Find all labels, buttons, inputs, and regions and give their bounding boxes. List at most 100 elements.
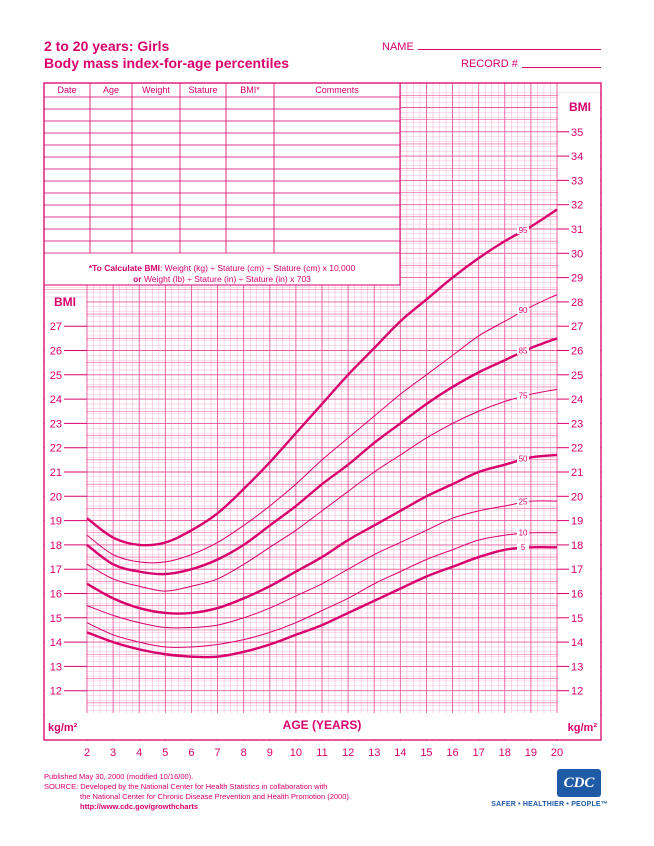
x-tick-label: 19: [525, 747, 537, 759]
y-tick-label-right: 34: [571, 151, 583, 163]
left-axis-band: [45, 300, 86, 713]
x-tick-label: 5: [162, 747, 168, 759]
y-tick-label-right: 30: [571, 248, 583, 260]
curve-label-bg: [517, 391, 530, 400]
y-tick-label-left: 12: [50, 686, 62, 698]
y-tick-label-right: 20: [571, 491, 583, 503]
right-axis-band: [558, 93, 600, 713]
y-tick-label-left: 17: [50, 564, 62, 576]
x-tick-label: 9: [267, 747, 273, 759]
y-tick-label-right: 12: [571, 686, 583, 698]
x-tick-label: 15: [420, 747, 432, 759]
formula-imperial: Weight (lb) ÷ Stature (in) ÷ Stature (in…: [141, 274, 311, 284]
y-tick-label-left: 19: [50, 516, 62, 528]
table-header-age: Age: [102, 85, 119, 95]
footer-url[interactable]: http://www.cdc.gov/growthcharts: [80, 802, 199, 811]
y-axis-title-left: BMI: [54, 295, 76, 309]
x-tick-label: 14: [394, 747, 406, 759]
y-tick-label-left: 26: [50, 346, 62, 358]
y-tick-label-right: 22: [571, 443, 583, 455]
y-tick-label-left: 20: [50, 491, 62, 503]
percentile-curve-95: [86, 208, 558, 547]
unit-right: kg/m²: [568, 722, 598, 734]
y-tick-label-left: 21: [50, 467, 62, 479]
y-tick-label-left: 24: [50, 394, 62, 406]
curve-label-bg: [517, 497, 530, 506]
table-header-date: Date: [57, 85, 77, 95]
unit-left: kg/m²: [48, 722, 78, 734]
y-tick-label-right: 16: [571, 589, 583, 601]
cdc-tagline: SAFER • HEALTHIER • PEOPLE™: [491, 801, 608, 808]
bottom-axis-band: [45, 713, 600, 739]
x-tick-label: 17: [473, 747, 485, 759]
y-tick-label-left: 23: [50, 418, 62, 430]
percentile-label-85: 85: [519, 347, 528, 356]
y-tick-label-right: 26: [571, 346, 583, 358]
formula-label: *To Calculate BMI: [88, 263, 160, 273]
percentile-label-90: 90: [519, 306, 528, 315]
y-tick-label-left: 27: [50, 321, 62, 333]
y-tick-label-right: 13: [571, 661, 583, 673]
curve-label-bg: [517, 306, 530, 315]
record-field[interactable]: [522, 67, 601, 68]
record-label: RECORD #: [461, 58, 518, 70]
y-tick-label-right: 19: [571, 516, 583, 528]
percentile-curve-90: [86, 294, 558, 564]
x-axis-title: AGE (YEARS): [283, 718, 362, 732]
table-header-bmi: BMI*: [240, 85, 260, 95]
bmi-formula-line2: or Weight (lb) ÷ Stature (in) ÷ Stature …: [44, 274, 400, 285]
y-tick-label-right: 25: [571, 370, 583, 382]
formula-metric: : Weight (kg) ÷ Stature (cm) ÷ Stature (…: [159, 263, 356, 273]
y-tick-label-left: 16: [50, 589, 62, 601]
name-label: NAME: [382, 41, 414, 53]
percentile-label-10: 10: [519, 528, 528, 537]
curve-label-bg: [517, 543, 530, 552]
curve-label-bg: [517, 528, 530, 537]
x-tick-label: 6: [188, 747, 194, 759]
percentile-label-5: 5: [521, 543, 526, 552]
footer-published: Published May 30, 2000 (modified 10/16/0…: [44, 772, 194, 781]
table-header-weight: Weight: [142, 85, 170, 95]
y-tick-label-left: 15: [50, 613, 62, 625]
x-tick-label: 4: [136, 747, 142, 759]
x-tick-label: 10: [290, 747, 302, 759]
x-tick-label: 11: [316, 747, 327, 759]
y-tick-label-left: 13: [50, 661, 62, 673]
chart-title-line1: 2 to 20 years: Girls: [44, 38, 170, 54]
percentile-curve-5: [86, 545, 558, 659]
y-tick-label-right: 29: [571, 273, 583, 285]
x-tick-label: 20: [551, 747, 563, 759]
percentile-label-25: 25: [519, 498, 528, 507]
name-field[interactable]: [418, 49, 601, 50]
cdc-logo: CDC: [557, 769, 601, 797]
x-tick-label: 2: [84, 747, 90, 759]
y-tick-label-right: 23: [571, 418, 583, 430]
y-tick-label-right: 17: [571, 564, 583, 576]
x-tick-label: 7: [214, 747, 220, 759]
y-tick-label-right: 28: [571, 297, 583, 309]
percentile-curve-10: [86, 532, 558, 648]
x-tick-label: 3: [110, 747, 116, 759]
y-axis-title-right: BMI: [569, 100, 591, 114]
y-tick-label-right: 33: [571, 175, 583, 187]
y-tick-label-right: 14: [571, 637, 583, 649]
y-tick-label-left: 18: [50, 540, 62, 552]
footer-source-2: the National Center for Chronic Disease …: [80, 792, 351, 801]
percentile-curve-25: [86, 500, 558, 629]
y-tick-label-right: 32: [571, 200, 583, 212]
record-table: [43, 82, 401, 286]
percentile-label-75: 75: [519, 391, 528, 400]
table-header-comments: Comments: [315, 85, 359, 95]
percentile-label-95: 95: [519, 226, 528, 235]
curve-label-bg: [517, 225, 530, 234]
x-tick-label: 8: [241, 747, 247, 759]
table-header-stature: Stature: [188, 85, 218, 95]
percentile-curve-85: [86, 337, 558, 576]
y-tick-label-right: 35: [571, 127, 583, 139]
x-tick-label: 13: [368, 747, 380, 759]
y-tick-label-right: 18: [571, 540, 583, 552]
percentile-label-50: 50: [519, 455, 528, 464]
curve-label-bg: [517, 454, 530, 463]
footer-source-1: SOURCE: Developed by the National Center…: [44, 782, 328, 791]
